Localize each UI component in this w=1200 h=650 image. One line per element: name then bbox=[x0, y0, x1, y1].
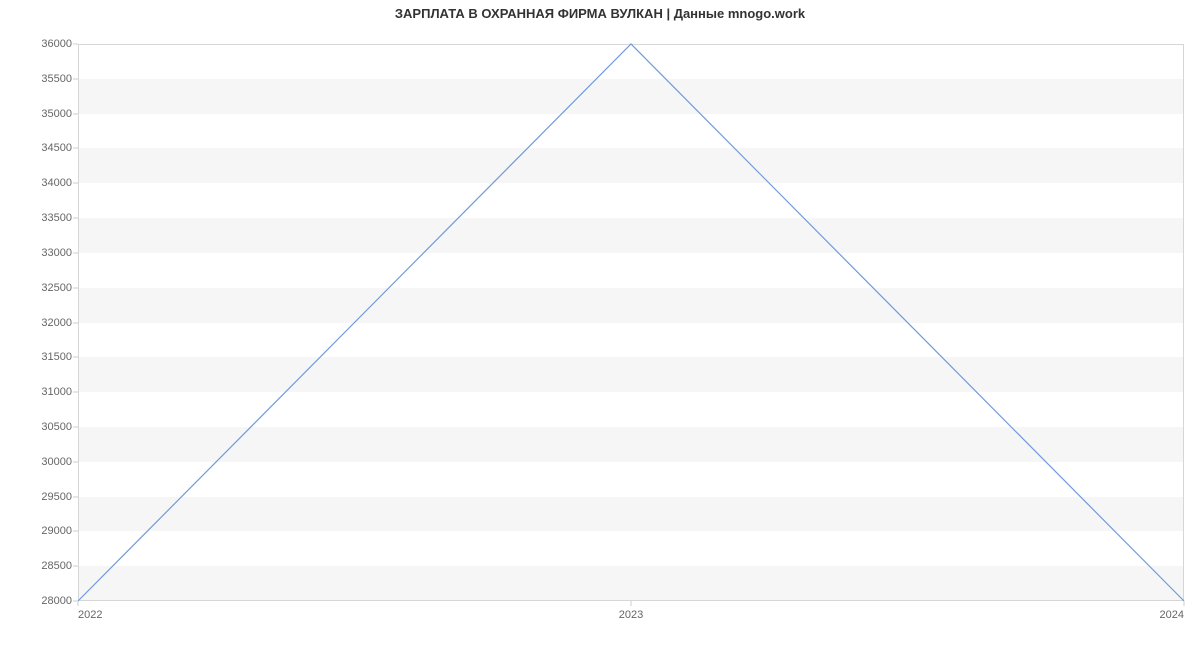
x-tick-label: 2024 bbox=[1160, 609, 1184, 621]
y-tick-mark bbox=[73, 566, 78, 567]
y-tick-label: 28000 bbox=[41, 595, 72, 607]
chart-container: ЗАРПЛАТА В ОХРАННАЯ ФИРМА ВУЛКАН | Данны… bbox=[0, 0, 1200, 650]
y-tick-label: 33500 bbox=[41, 212, 72, 224]
x-tick-mark bbox=[1184, 601, 1185, 606]
chart-title: ЗАРПЛАТА В ОХРАННАЯ ФИРМА ВУЛКАН | Данны… bbox=[0, 6, 1200, 21]
y-tick-label: 35500 bbox=[41, 73, 72, 85]
y-tick-mark bbox=[73, 287, 78, 288]
line-series bbox=[78, 44, 1184, 601]
y-tick-mark bbox=[73, 183, 78, 184]
y-tick-mark bbox=[73, 496, 78, 497]
y-tick-mark bbox=[73, 218, 78, 219]
y-tick-label: 36000 bbox=[41, 38, 72, 50]
y-tick-label: 34500 bbox=[41, 142, 72, 154]
y-tick-mark bbox=[73, 44, 78, 45]
x-tick-label: 2023 bbox=[619, 609, 643, 621]
y-tick-mark bbox=[73, 113, 78, 114]
y-tick-label: 30000 bbox=[41, 456, 72, 468]
y-tick-mark bbox=[73, 322, 78, 323]
y-tick-label: 33000 bbox=[41, 247, 72, 259]
x-tick-mark bbox=[631, 601, 632, 606]
y-tick-label: 28500 bbox=[41, 560, 72, 572]
y-tick-label: 32000 bbox=[41, 317, 72, 329]
y-tick-mark bbox=[73, 531, 78, 532]
plot-area: 2800028500290002950030000305003100031500… bbox=[78, 44, 1184, 601]
y-tick-label: 35000 bbox=[41, 108, 72, 120]
y-tick-label: 29000 bbox=[41, 525, 72, 537]
y-tick-label: 30500 bbox=[41, 421, 72, 433]
y-tick-mark bbox=[73, 357, 78, 358]
y-tick-mark bbox=[73, 78, 78, 79]
y-tick-label: 32500 bbox=[41, 282, 72, 294]
y-tick-label: 29500 bbox=[41, 491, 72, 503]
x-tick-mark bbox=[78, 601, 79, 606]
y-tick-mark bbox=[73, 392, 78, 393]
y-tick-mark bbox=[73, 148, 78, 149]
y-tick-mark bbox=[73, 252, 78, 253]
series-line bbox=[78, 44, 1184, 601]
y-tick-mark bbox=[73, 461, 78, 462]
y-tick-mark bbox=[73, 426, 78, 427]
x-tick-label: 2022 bbox=[78, 609, 102, 621]
y-tick-label: 31000 bbox=[41, 386, 72, 398]
y-tick-label: 31500 bbox=[41, 351, 72, 363]
y-tick-label: 34000 bbox=[41, 177, 72, 189]
